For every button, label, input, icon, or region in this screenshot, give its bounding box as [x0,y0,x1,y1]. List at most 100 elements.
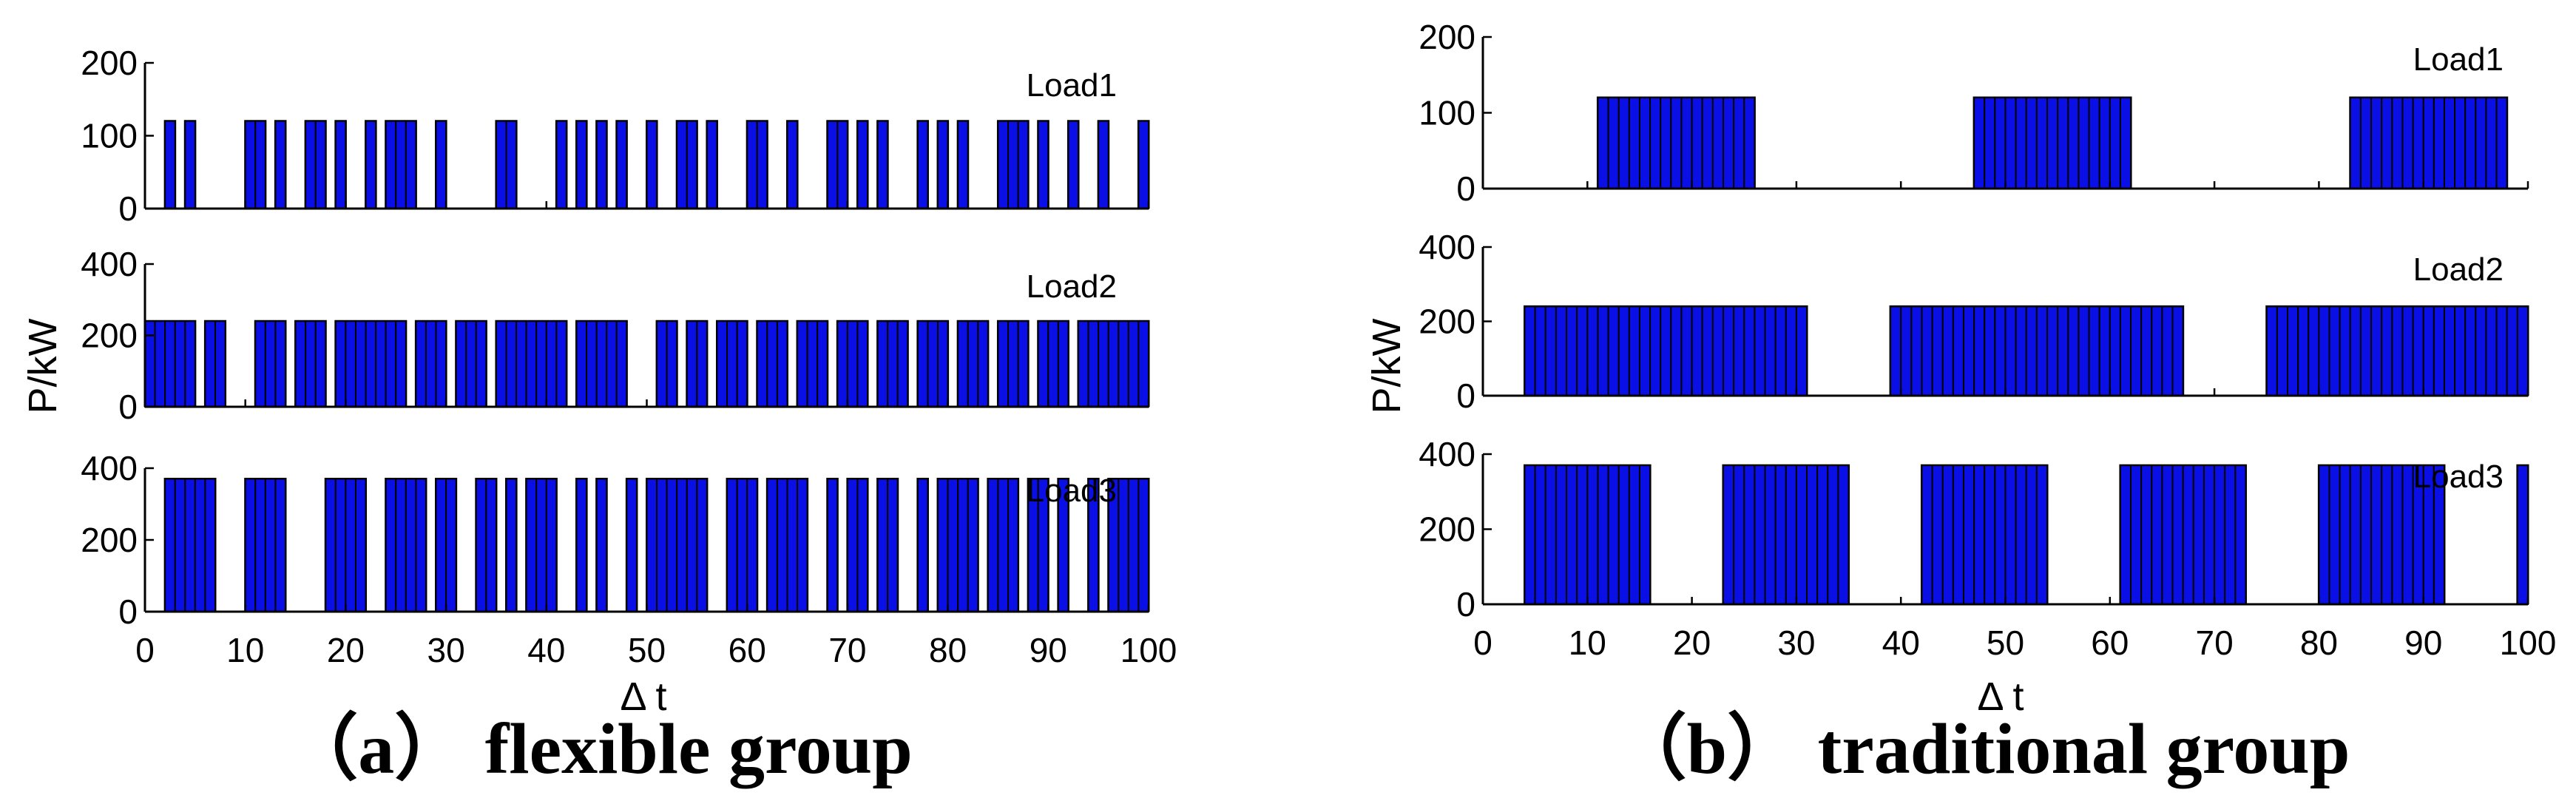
bar [916,478,929,612]
x-tick-label: 10 [226,631,264,669]
bar [305,320,317,408]
bar [385,120,397,209]
bar [1785,305,1797,396]
ylabel: P/kW [21,318,65,413]
bar [1586,305,1599,396]
bar [686,120,698,209]
bar [435,478,447,612]
bar [997,478,1010,612]
bar [1555,464,1568,605]
x-tick-label: 40 [1882,623,1920,662]
bar [756,320,768,408]
bar [2025,97,2038,189]
bar [2004,464,2017,605]
bar [1680,97,1693,189]
bar [1047,320,1059,408]
x-tick-label: 80 [929,631,967,669]
bar [505,320,518,408]
caption: （b） traditional group [1615,709,2350,789]
bar [1701,305,1714,396]
bar [2287,305,2299,396]
bar [1722,305,1735,396]
bar [937,320,949,408]
bar [1586,464,1599,605]
bar [967,478,979,612]
bar [2485,97,2498,189]
bar [1118,478,1129,612]
bar [2297,305,2310,396]
bar [2182,464,2194,605]
subplot-load2: 0 200 400 Load2 [81,245,1150,426]
bar [2109,305,2121,396]
bar [1118,320,1129,408]
bar [686,478,698,612]
bar [957,120,969,209]
bar [726,320,738,408]
bar [2339,305,2351,396]
bar [797,320,808,408]
load-label: Load2 [2413,251,2504,288]
bar [766,320,778,408]
bar [887,478,899,612]
bar [2359,97,2373,189]
bar [1984,305,1996,396]
bar [615,120,628,209]
bar [2475,305,2487,396]
bar [646,120,658,209]
bar [365,320,377,408]
bar [445,478,457,612]
bar [375,320,387,408]
bar [916,120,929,209]
x-tick-label: 100 [2500,623,2557,662]
bar [405,120,417,209]
bar [856,120,869,209]
bar [1900,305,1913,396]
bar [595,478,608,612]
bar [937,120,949,209]
bar [1576,464,1589,605]
bar [766,478,778,612]
subplot-load1: 0 100 200 Load1 [81,44,1150,228]
bar [2057,305,2069,396]
bar [1137,120,1150,209]
bar [1660,305,1672,396]
bar [2067,305,2080,396]
bar [666,320,678,408]
subplot-load3: 0 200 400 Load3 [1419,435,2529,623]
bar [1566,464,1578,605]
bar [1994,305,2007,396]
bar [2140,464,2153,605]
bar [525,320,538,408]
caption: （a） flexible group [285,709,913,789]
bar [2119,97,2132,189]
bar [1660,97,1672,189]
bar [1984,464,1996,605]
bar [2276,305,2289,396]
bar [916,320,929,408]
bar [1785,464,1797,605]
bar [2015,464,2027,605]
bar [1701,97,1714,189]
bar [2443,305,2456,396]
bar [1617,305,1630,396]
bar [1754,464,1766,605]
bar [2370,305,2383,396]
bar [1691,97,1703,189]
bar [2454,97,2467,189]
bar [2025,464,2038,605]
bar [385,478,397,612]
bar [365,120,377,209]
x-tick-label: 60 [2091,623,2129,662]
bar [2422,305,2435,396]
bar [997,120,1010,209]
bar [1962,305,1975,396]
y-tick-label: 200 [81,317,138,355]
bar [987,478,999,612]
bar [1931,305,1944,396]
bar [325,478,337,612]
bar [515,320,527,408]
bar [2349,97,2362,189]
y-tick-label: 200 [81,44,138,82]
bar [2391,305,2404,396]
